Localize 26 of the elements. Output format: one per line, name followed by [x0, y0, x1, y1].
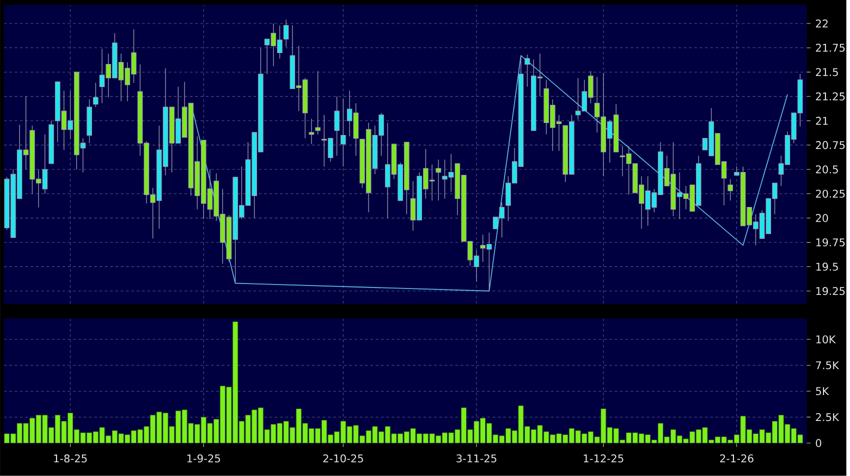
y-tick-label: 7.5K — [816, 361, 840, 370]
y-tick-label: 0 — [816, 439, 822, 448]
x-tick-label: 2-1-26 — [720, 454, 754, 462]
x-tick-label: 1-12-25 — [584, 454, 624, 462]
candlestick — [334, 96, 340, 156]
y-tick-label: 10K — [816, 335, 836, 344]
y-tick-label: 5K — [816, 387, 830, 396]
x-tick-label: 2-10-25 — [323, 454, 364, 462]
y-tick-label: 21.25 — [816, 92, 845, 100]
x-tick-label: 1-9-25 — [187, 454, 220, 462]
x-tick-label: 1-8-25 — [54, 454, 87, 462]
candlestick — [308, 118, 314, 144]
y-tick-label: 20.25 — [816, 190, 845, 198]
y-tick-label: 21.5 — [816, 68, 838, 76]
candlestick — [340, 98, 346, 167]
y-tick-label: 22 — [816, 20, 828, 28]
y-tick-label: 19.5 — [816, 262, 838, 271]
y-tick-label: 20.5 — [816, 165, 838, 174]
y-tick-label: 21.75 — [816, 44, 845, 52]
x-tick-label: 3-11-25 — [456, 454, 496, 462]
y-tick-label: 20.75 — [816, 141, 845, 150]
y-tick-label: 19.75 — [816, 238, 845, 246]
y-tick-label: 2.5K — [816, 413, 840, 422]
y-tick-label: 19.25 — [816, 287, 845, 296]
y-tick-label: 21 — [816, 116, 828, 125]
y-tick-label: 20 — [816, 214, 828, 222]
